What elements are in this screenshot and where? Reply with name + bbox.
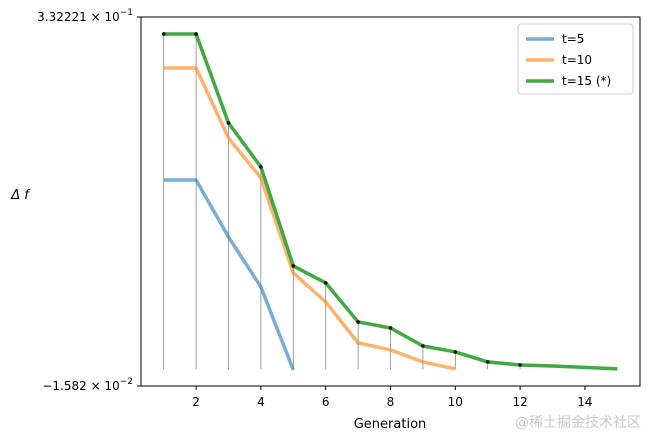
stem-marker — [226, 121, 231, 125]
stem-marker — [194, 32, 198, 36]
stem-marker — [388, 326, 393, 330]
stem-marker — [421, 344, 425, 348]
y-axis-label: Δ f — [10, 188, 31, 203]
stem-marker — [356, 320, 360, 324]
stem-marker — [161, 32, 166, 36]
legend-label: t=5 — [562, 32, 584, 46]
stem-marker — [323, 281, 328, 285]
x-tick-label: 6 — [322, 395, 330, 409]
y-tick-label: 3.32221 × 10−1 — [37, 8, 133, 24]
legend-label: t=15 (*) — [562, 74, 611, 88]
x-tick-label: 8 — [387, 395, 395, 409]
y-tick-label: −1.582 × 10−2 — [42, 377, 133, 393]
stem-marker — [259, 165, 263, 169]
stem-marker — [485, 360, 490, 364]
x-tick-label: 10 — [448, 395, 463, 409]
x-axis-label: Generation — [354, 417, 427, 432]
stem-marker — [518, 363, 522, 367]
y-ticks: 3.32221 × 10−1 −1.582 × 10−2 — [37, 8, 141, 393]
legend: t=5 t=10 t=15 (*) — [517, 23, 634, 95]
x-ticks: 2 4 6 8 10 12 14 — [192, 386, 593, 409]
series-line-t=10 — [163, 66, 456, 371]
x-tick-label: 12 — [512, 395, 527, 409]
stem-lines — [163, 33, 521, 370]
legend-label: t=10 — [562, 53, 592, 67]
x-tick-label: 4 — [257, 395, 265, 409]
x-tick-label: 14 — [577, 395, 592, 409]
watermark: @稀土掘金技术社区 — [515, 415, 641, 431]
x-tick-label: 2 — [192, 395, 200, 409]
series-line-t=5 — [163, 178, 295, 371]
stem-markers — [161, 32, 522, 367]
legend-box — [517, 23, 634, 95]
stem-marker — [291, 264, 296, 268]
stem-marker — [453, 350, 458, 354]
